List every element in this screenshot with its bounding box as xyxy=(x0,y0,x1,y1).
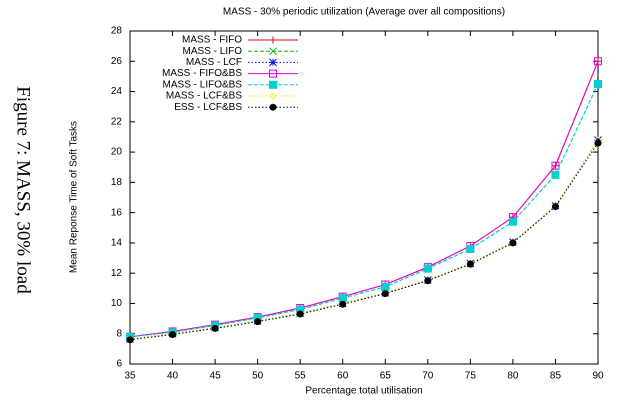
series-line xyxy=(129,83,599,338)
legend-label: MASS - LIFO xyxy=(183,46,243,57)
y-tick-label: 16 xyxy=(111,207,123,218)
legend-label: MASS - FIFO&BS xyxy=(162,68,242,79)
y-tick-label: 14 xyxy=(111,238,123,249)
marker xyxy=(466,260,474,268)
marker xyxy=(381,282,390,291)
y-tick-label: 18 xyxy=(111,177,123,188)
marker xyxy=(551,203,559,211)
marker xyxy=(551,170,560,179)
x-axis-label: Percentage total utilisation xyxy=(305,386,422,397)
marker xyxy=(339,300,347,308)
marker xyxy=(269,69,277,78)
x-tick-label: 40 xyxy=(167,371,179,382)
x-tick-label: 70 xyxy=(422,371,434,382)
marker xyxy=(254,318,262,326)
marker xyxy=(269,80,277,89)
x-tick-label: 45 xyxy=(210,371,222,382)
legend-label: MASS - LIFO&BS xyxy=(163,79,243,90)
series-line xyxy=(129,83,599,338)
y-tick-label: 12 xyxy=(111,268,123,279)
y-tick-label: 10 xyxy=(111,298,123,309)
legend-label: ESS - LCF&BS xyxy=(174,102,242,113)
legend-label: MASS - LCF xyxy=(186,57,242,68)
marker xyxy=(424,277,432,285)
y-tick-label: 20 xyxy=(111,147,123,158)
marker xyxy=(594,79,602,88)
legend-label: MASS - FIFO xyxy=(182,35,242,46)
x-tick-label: 75 xyxy=(465,371,477,382)
marker xyxy=(509,239,517,247)
marker xyxy=(381,290,389,298)
plot-frame xyxy=(129,30,599,365)
marker xyxy=(551,161,560,170)
figure-caption: Figure 7: MASS, 30% load xyxy=(13,86,34,294)
y-tick-label: 26 xyxy=(111,56,123,67)
y-tick-label: 8 xyxy=(116,328,122,339)
series-line xyxy=(129,139,599,340)
x-tick-label: 65 xyxy=(380,371,392,382)
marker xyxy=(466,244,475,253)
x-tick-label: 60 xyxy=(337,371,349,382)
marker xyxy=(270,93,276,99)
y-tick-label: 6 xyxy=(116,359,122,370)
marker xyxy=(211,324,219,332)
marker xyxy=(423,264,432,273)
x-tick-label: 50 xyxy=(252,371,264,382)
x-tick-label: 35 xyxy=(124,371,136,382)
marker xyxy=(594,57,602,65)
y-tick-label: 28 xyxy=(111,26,123,37)
marker xyxy=(508,217,517,226)
x-tick-label: 85 xyxy=(550,371,562,382)
marker xyxy=(594,57,602,66)
legend-label: MASS - LCF&BS xyxy=(166,91,242,102)
y-tick-label: 22 xyxy=(111,116,123,127)
y-axis-label: Mean Reponse Time of Soft Tasks xyxy=(69,121,80,273)
marker xyxy=(296,310,304,318)
x-tick-label: 80 xyxy=(507,371,519,382)
marker xyxy=(169,330,177,338)
marker xyxy=(269,58,277,67)
series-line xyxy=(129,142,599,341)
marker xyxy=(269,47,277,56)
series-line xyxy=(129,139,599,340)
series-line xyxy=(129,61,599,338)
marker xyxy=(594,139,602,147)
y-tick-label: 24 xyxy=(111,86,123,97)
chart-title: MASS - 30% periodic utilization (Average… xyxy=(223,7,505,18)
marker xyxy=(126,336,134,344)
marker xyxy=(269,36,277,44)
x-tick-label: 55 xyxy=(295,371,307,382)
marker xyxy=(269,103,277,111)
x-tick-label: 90 xyxy=(592,371,604,382)
